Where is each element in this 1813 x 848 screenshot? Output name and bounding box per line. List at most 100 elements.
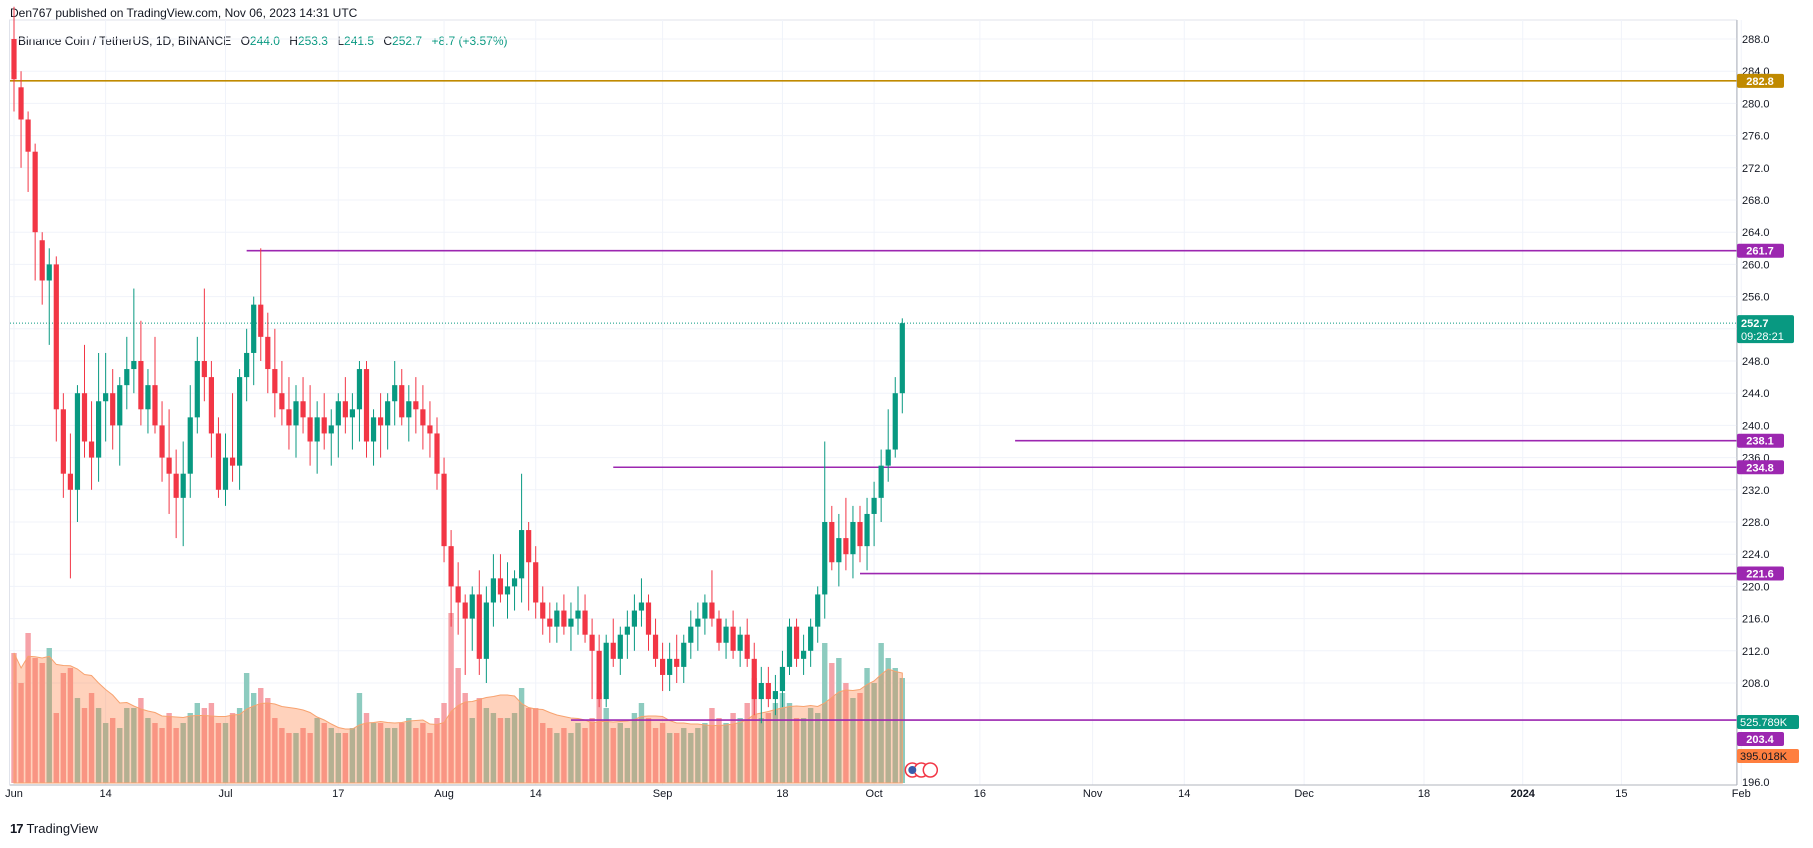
candle[interactable]: [547, 602, 553, 643]
candle[interactable]: [822, 441, 828, 619]
candle[interactable]: [349, 393, 355, 450]
candle[interactable]: [765, 666, 771, 708]
candle[interactable]: [462, 594, 468, 675]
candle[interactable]: [695, 602, 701, 651]
candle[interactable]: [81, 344, 88, 458]
candle[interactable]: [314, 401, 320, 474]
candle[interactable]: [589, 618, 595, 700]
candle[interactable]: [723, 618, 729, 659]
candle[interactable]: [476, 570, 482, 675]
candle[interactable]: [173, 449, 179, 539]
candle[interactable]: [455, 562, 461, 635]
candle[interactable]: [702, 594, 708, 635]
candle[interactable]: [779, 650, 786, 708]
candle[interactable]: [110, 369, 116, 450]
candle[interactable]: [328, 409, 334, 466]
candle[interactable]: [25, 111, 31, 192]
candle[interactable]: [469, 586, 475, 651]
candle[interactable]: [617, 626, 623, 675]
candle[interactable]: [194, 336, 200, 434]
candle[interactable]: [413, 377, 419, 434]
candle[interactable]: [652, 618, 659, 667]
candle[interactable]: [39, 232, 45, 305]
candle[interactable]: [497, 554, 504, 603]
candle[interactable]: [899, 318, 905, 414]
candle[interactable]: [258, 248, 264, 361]
candle[interactable]: [744, 618, 750, 667]
candle[interactable]: [596, 634, 602, 708]
candle[interactable]: [878, 449, 884, 522]
candle[interactable]: [279, 361, 285, 426]
candle[interactable]: [519, 473, 525, 603]
candle[interactable]: [145, 369, 151, 434]
candle[interactable]: [201, 288, 207, 402]
candle[interactable]: [244, 328, 250, 402]
candle[interactable]: [568, 602, 574, 651]
candle[interactable]: [730, 610, 736, 659]
candle[interactable]: [836, 513, 842, 587]
candle[interactable]: [335, 393, 341, 458]
candle[interactable]: [229, 393, 236, 482]
candle[interactable]: [67, 433, 73, 579]
candle[interactable]: [307, 385, 313, 466]
event-markers[interactable]: [904, 762, 939, 778]
candle[interactable]: [793, 618, 800, 667]
candle[interactable]: [645, 594, 652, 651]
candle[interactable]: [46, 248, 52, 345]
symbol-legend[interactable]: Binance Coin / TetherUS, 1D, BINANCE O24…: [18, 34, 508, 48]
candle[interactable]: [674, 634, 680, 683]
candle[interactable]: [117, 377, 123, 466]
candle[interactable]: [483, 586, 489, 683]
candle[interactable]: [103, 352, 109, 442]
candle[interactable]: [716, 610, 722, 651]
candle[interactable]: [751, 642, 757, 716]
candle[interactable]: [272, 328, 278, 418]
candle[interactable]: [660, 642, 666, 692]
candle[interactable]: [74, 385, 81, 522]
candle[interactable]: [356, 361, 363, 442]
candle[interactable]: [448, 530, 454, 627]
candle[interactable]: [293, 385, 299, 458]
candle[interactable]: [624, 610, 630, 659]
candle[interactable]: [187, 385, 193, 498]
candles[interactable]: [11, 6, 905, 724]
candle[interactable]: [53, 256, 59, 442]
candle[interactable]: [208, 361, 214, 458]
candle[interactable]: [504, 562, 511, 619]
candle[interactable]: [871, 481, 877, 547]
candle[interactable]: [843, 497, 849, 571]
candle[interactable]: [582, 594, 588, 643]
candle[interactable]: [758, 666, 764, 724]
event-marker-icon[interactable]: [922, 762, 939, 778]
candle[interactable]: [631, 594, 637, 651]
candle[interactable]: [681, 634, 687, 683]
candle[interactable]: [772, 674, 778, 716]
candle[interactable]: [124, 336, 130, 410]
candle[interactable]: [420, 385, 426, 450]
candle[interactable]: [378, 393, 384, 458]
candle[interactable]: [406, 385, 412, 442]
candle[interactable]: [667, 642, 673, 692]
candle[interactable]: [540, 586, 546, 635]
candle[interactable]: [286, 377, 292, 450]
candle[interactable]: [265, 312, 271, 394]
candle[interactable]: [88, 401, 95, 490]
candle[interactable]: [138, 320, 144, 426]
candle[interactable]: [533, 546, 539, 619]
candle[interactable]: [32, 143, 38, 281]
candle[interactable]: [363, 361, 370, 458]
candle[interactable]: [434, 417, 440, 490]
candle[interactable]: [801, 634, 807, 675]
candle[interactable]: [399, 369, 405, 426]
candle[interactable]: [815, 586, 821, 643]
candle[interactable]: [166, 409, 172, 514]
candle[interactable]: [392, 361, 398, 426]
candle[interactable]: [300, 377, 306, 434]
candle[interactable]: [561, 594, 567, 635]
candle[interactable]: [96, 352, 102, 482]
candle[interactable]: [575, 586, 581, 635]
candle[interactable]: [215, 417, 222, 498]
candle[interactable]: [892, 377, 898, 458]
candle[interactable]: [222, 433, 229, 506]
candle[interactable]: [385, 393, 391, 450]
